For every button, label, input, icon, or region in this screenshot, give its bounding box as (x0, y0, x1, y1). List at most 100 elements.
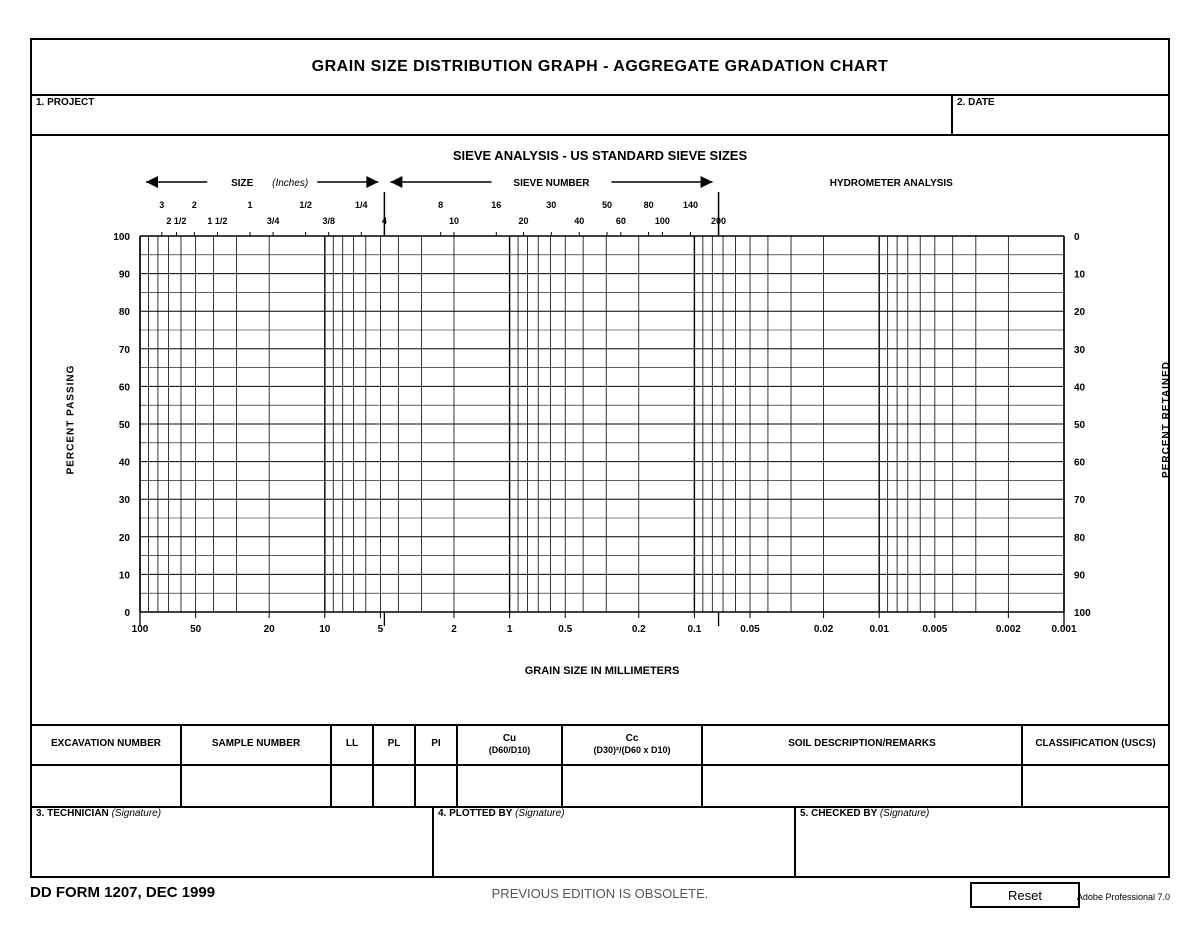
signature-suffix: (Signature) (880, 808, 929, 819)
svg-text:8: 8 (438, 200, 443, 210)
table-value-row[interactable] (32, 764, 1168, 808)
svg-text:3/4: 3/4 (267, 216, 280, 226)
svg-text:1/4: 1/4 (355, 200, 368, 210)
col-value-6[interactable] (563, 764, 703, 806)
svg-text:1: 1 (507, 624, 513, 635)
svg-text:0.5: 0.5 (558, 624, 572, 635)
col-value-3[interactable] (374, 764, 416, 806)
technician-cell[interactable]: 3. TECHNICIAN (Signature) (32, 806, 434, 876)
col-header-5: Cu(D60/D10) (458, 724, 563, 764)
svg-text:SIZE: SIZE (231, 178, 254, 189)
svg-text:0.1: 0.1 (687, 624, 701, 635)
svg-text:20: 20 (518, 216, 528, 226)
col-value-8[interactable] (1023, 764, 1168, 806)
svg-text:60: 60 (1074, 458, 1086, 469)
col-header-2: LL (332, 724, 374, 764)
svg-text:70: 70 (1074, 495, 1086, 506)
col-header-7: SOIL DESCRIPTION/REMARKS (703, 724, 1023, 764)
svg-text:5: 5 (378, 624, 384, 635)
svg-text:0.01: 0.01 (869, 624, 889, 635)
form-title: GRAIN SIZE DISTRIBUTION GRAPH - AGGREGAT… (32, 40, 1168, 96)
svg-text:1: 1 (247, 200, 252, 210)
svg-text:16: 16 (491, 200, 501, 210)
svg-text:50: 50 (1074, 420, 1086, 431)
svg-text:100: 100 (655, 216, 670, 226)
svg-text:10: 10 (1074, 270, 1086, 281)
svg-text:140: 140 (683, 200, 698, 210)
svg-text:20: 20 (1074, 307, 1086, 318)
signature-suffix: (Signature) (515, 808, 564, 819)
date-label: 2. DATE (957, 97, 995, 108)
grain-size-chart: 0100109020803070406050506040703080209010… (32, 134, 1168, 724)
svg-text:40: 40 (119, 458, 131, 469)
svg-text:10: 10 (119, 570, 131, 581)
svg-text:1/2: 1/2 (299, 200, 312, 210)
col-header-3: PL (374, 724, 416, 764)
project-label: 1. PROJECT (36, 97, 94, 108)
svg-text:0.02: 0.02 (814, 624, 834, 635)
technician-label: 3. TECHNICIAN (36, 808, 109, 819)
svg-text:60: 60 (616, 216, 626, 226)
svg-text:30: 30 (119, 495, 131, 506)
col-value-5[interactable] (458, 764, 563, 806)
adobe-credit: Adobe Professional 7.0 (1077, 892, 1170, 902)
svg-text:3: 3 (159, 200, 164, 210)
svg-text:0.2: 0.2 (632, 624, 646, 635)
col-header-4: PI (416, 724, 458, 764)
svg-text:0: 0 (124, 608, 130, 619)
checked-by-cell[interactable]: 5. CHECKED BY (Signature) (796, 806, 1168, 876)
col-header-8: CLASSIFICATION (USCS) (1023, 724, 1168, 764)
col-header-1: SAMPLE NUMBER (182, 724, 332, 764)
plotted-by-cell[interactable]: 4. PLOTTED BY (Signature) (434, 806, 796, 876)
checked-by-label: 5. CHECKED BY (800, 808, 877, 819)
svg-text:50: 50 (190, 624, 202, 635)
chart-area: SIEVE ANALYSIS - US STANDARD SIEVE SIZES… (32, 134, 1168, 726)
svg-text:90: 90 (1074, 570, 1086, 581)
table-header-row: EXCAVATION NUMBERSAMPLE NUMBERLLPLPICu(D… (32, 724, 1168, 766)
svg-text:50: 50 (119, 420, 131, 431)
col-header-6: Cc(D30)²/(D60 x D10) (563, 724, 703, 764)
signature-row: 3. TECHNICIAN (Signature) 4. PLOTTED BY … (32, 806, 1168, 876)
svg-text:10: 10 (319, 624, 331, 635)
svg-text:80: 80 (644, 200, 654, 210)
svg-text:3/8: 3/8 (322, 216, 335, 226)
svg-text:GRAIN SIZE IN MILLIMETERS: GRAIN SIZE IN MILLIMETERS (525, 665, 680, 677)
svg-text:50: 50 (602, 200, 612, 210)
svg-text:80: 80 (119, 307, 131, 318)
svg-text:(Inches): (Inches) (272, 178, 308, 189)
svg-text:40: 40 (574, 216, 584, 226)
svg-text:30: 30 (546, 200, 556, 210)
svg-text:20: 20 (119, 533, 131, 544)
plotted-by-label: 4. PLOTTED BY (438, 808, 512, 819)
svg-text:HYDROMETER ANALYSIS: HYDROMETER ANALYSIS (830, 178, 953, 189)
svg-text:100: 100 (113, 232, 130, 243)
col-value-7[interactable] (703, 764, 1023, 806)
svg-text:60: 60 (119, 382, 131, 393)
svg-text:100: 100 (1074, 608, 1091, 619)
svg-text:20: 20 (264, 624, 276, 635)
svg-text:30: 30 (1074, 345, 1086, 356)
svg-text:SIEVE NUMBER: SIEVE NUMBER (513, 178, 590, 189)
svg-text:2: 2 (451, 624, 457, 635)
reset-button[interactable]: Reset (970, 882, 1080, 908)
svg-text:70: 70 (119, 345, 131, 356)
col-value-4[interactable] (416, 764, 458, 806)
project-date-row: 1. PROJECT 2. DATE (32, 94, 1168, 136)
svg-text:0: 0 (1074, 232, 1080, 243)
svg-text:0.05: 0.05 (740, 624, 760, 635)
col-value-0[interactable] (32, 764, 182, 806)
svg-text:10: 10 (449, 216, 459, 226)
svg-text:2 1/2: 2 1/2 (166, 216, 186, 226)
svg-text:90: 90 (119, 270, 131, 281)
signature-suffix: (Signature) (112, 808, 161, 819)
svg-text:2: 2 (192, 200, 197, 210)
svg-text:0.005: 0.005 (922, 624, 947, 635)
svg-text:40: 40 (1074, 382, 1086, 393)
col-header-0: EXCAVATION NUMBER (32, 724, 182, 764)
svg-text:0.002: 0.002 (996, 624, 1021, 635)
svg-text:1 1/2: 1 1/2 (207, 216, 227, 226)
col-value-2[interactable] (332, 764, 374, 806)
svg-text:80: 80 (1074, 533, 1086, 544)
col-value-1[interactable] (182, 764, 332, 806)
date-cell: 2. DATE (951, 94, 1168, 134)
